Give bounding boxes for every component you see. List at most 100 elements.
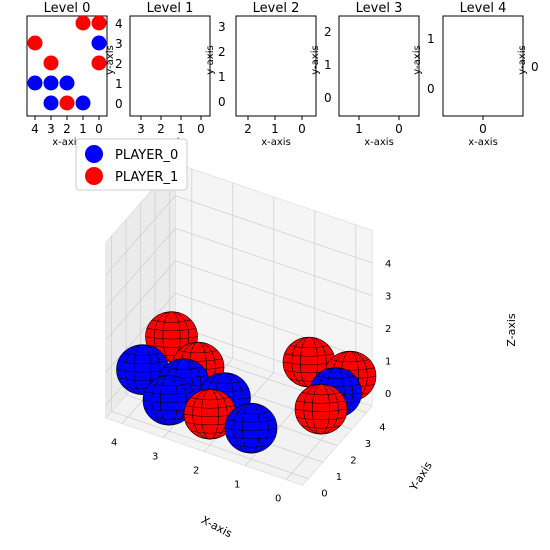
sphere-player-1	[294, 383, 348, 435]
side-grid-z	[175, 227, 373, 296]
legend-marker-player-1	[85, 167, 103, 185]
level-2-x-tick-label: 1	[271, 122, 279, 136]
level-0-y-tick-label: 0	[115, 97, 123, 111]
level-1-x-tick-label: 1	[177, 122, 185, 136]
level-3-x-tick-label: 1	[355, 122, 363, 136]
level-2-y-tick-label: 1	[324, 58, 332, 72]
sphere-latitude	[144, 391, 194, 395]
level-2-x-label: x-axis	[261, 137, 291, 148]
y-tick-label-3d: 1	[336, 472, 342, 483]
level-4-y-label: y-axis	[517, 45, 528, 74]
level-1-y-label: y-axis	[205, 45, 216, 74]
sphere-latitude	[205, 380, 244, 384]
level-2-x-tick-label: 2	[244, 122, 252, 136]
sphere-longitude	[192, 388, 228, 440]
sphere-latitude	[296, 400, 346, 404]
level-panel-1: Level 13210x-axis0123y-axis	[129, 1, 226, 148]
sphere-latitude	[185, 405, 235, 409]
level-2-x-tick-label: 0	[298, 122, 306, 136]
sphere-latitude	[330, 359, 370, 363]
z-tick-label-3d: 2	[385, 324, 391, 335]
z-tick-label-3d: 1	[385, 357, 391, 368]
level-0-marker-player-0	[43, 95, 59, 111]
sphere-latitude	[146, 328, 197, 332]
y-tick-label-3d: 0	[321, 489, 327, 500]
side-grid-z	[175, 195, 373, 264]
level-frame-2	[235, 15, 317, 117]
sphere-latitude	[224, 427, 278, 431]
level-title-3: Level 3	[356, 1, 403, 16]
level-0-marker-player-0	[75, 95, 91, 111]
sphere-latitude	[117, 361, 168, 365]
level-0-marker-player-0	[27, 75, 43, 91]
sphere-latitude	[289, 345, 329, 349]
y-tick-label-3d: 2	[350, 456, 356, 467]
3d-markers	[116, 311, 377, 454]
sphere-latitude	[226, 419, 276, 423]
level-1-y-tick-label: 2	[218, 45, 226, 59]
z-tick-label-3d: 4	[385, 259, 391, 270]
level-0-y-tick-label: 1	[115, 77, 123, 91]
x-tick-label-3d: 0	[275, 494, 281, 505]
level-2-y-tick-label: 2	[324, 25, 332, 39]
sphere-body	[224, 402, 278, 454]
level-0-marker-player-1	[43, 55, 59, 71]
level-2-y-tick-label: 0	[324, 91, 332, 105]
z-axis-label-3d: Z-axis	[505, 313, 518, 347]
sphere-latitude	[301, 392, 341, 396]
level-title-0: Level 0	[44, 1, 91, 16]
sphere-latitude	[145, 336, 198, 340]
level-0-x-tick-label: 1	[79, 122, 87, 136]
level-0-marker-player-1	[59, 95, 75, 111]
level-2-y-label: y-axis	[310, 45, 321, 74]
level-title-4: Level 4	[460, 1, 507, 16]
level-0-y-tick-label: 4	[115, 17, 123, 31]
sphere-latitude	[316, 375, 355, 379]
sphere-latitude	[152, 319, 191, 323]
x-tick-label-3d: 4	[111, 438, 117, 449]
sphere-player-0	[224, 402, 278, 454]
sphere-body	[294, 383, 348, 435]
back-grid-z	[105, 260, 176, 341]
level-1-x-tick-label: 2	[157, 122, 165, 136]
sphere-longitude	[151, 374, 187, 426]
sphere-latitude	[231, 411, 271, 415]
legend-frame	[75, 138, 188, 191]
level-1-y-tick-label: 3	[218, 20, 226, 34]
level-0-x-tick-label: 0	[95, 122, 103, 136]
level-0-y-tick-label: 2	[115, 57, 123, 71]
sphere-latitude	[123, 352, 162, 356]
sphere-latitude	[294, 408, 348, 412]
side-grid-z	[175, 260, 373, 329]
sphere-longitude	[124, 344, 161, 395]
legend: PLAYER_0 PLAYER_1	[75, 138, 188, 191]
x-tick-label-3d: 1	[234, 480, 240, 491]
back-grid-z	[105, 195, 176, 276]
level-0-marker-player-1	[91, 16, 107, 31]
sphere-latitude	[301, 425, 341, 429]
y-tick-label-3d: 4	[379, 423, 385, 434]
level-frame-3	[338, 15, 420, 117]
level-1-x-tick-label: 3	[137, 122, 145, 136]
level-0-x-tick-label: 3	[47, 122, 55, 136]
level-0-marker-player-1	[75, 16, 91, 31]
level-0-marker-player-0	[59, 75, 75, 91]
level-3-y-tick-label: 0	[427, 82, 435, 96]
level-0-markers	[27, 16, 107, 111]
level-4-x-tick-label: 0	[479, 122, 487, 136]
y-tick-label-3d: 3	[365, 439, 371, 450]
level-frame-4	[442, 15, 524, 117]
sphere-latitude	[226, 436, 276, 440]
level-1-y-tick-label: 0	[218, 95, 226, 109]
z-tick-label-3d: 3	[385, 292, 391, 303]
level-0-marker-player-0	[43, 75, 59, 91]
level-0-x-tick-label: 4	[31, 122, 39, 136]
sphere-latitude	[149, 383, 189, 387]
sphere-longitude	[303, 383, 339, 435]
level-frame-1	[129, 15, 211, 117]
